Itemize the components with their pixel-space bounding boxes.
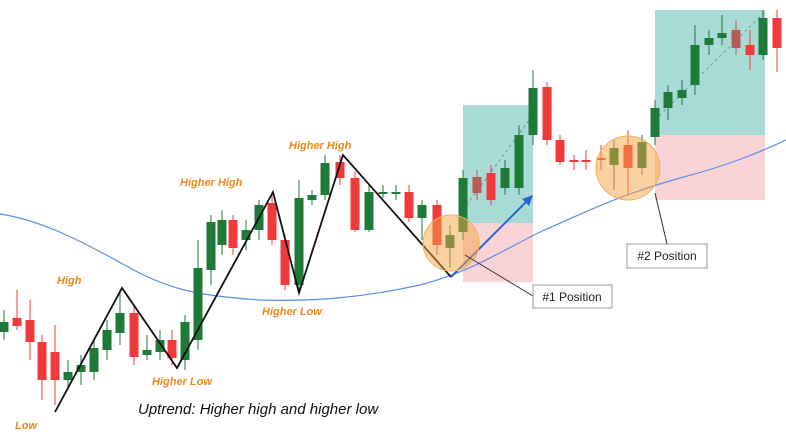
candle-body <box>193 268 203 340</box>
candle-body <box>76 365 86 372</box>
candle-body <box>514 135 524 188</box>
candle-body <box>364 192 374 230</box>
candle-body <box>378 192 388 194</box>
candle-body <box>704 38 714 45</box>
candle-body <box>772 18 782 48</box>
callout-line <box>464 254 534 297</box>
candle-body <box>745 45 755 55</box>
callout-box <box>532 284 613 309</box>
candle-body <box>142 350 152 355</box>
candle-body <box>63 372 73 380</box>
callout-text: #2 Position <box>637 249 696 263</box>
candle-body <box>690 45 700 85</box>
candle-body <box>280 240 290 285</box>
candle-body <box>677 90 687 98</box>
candle-body <box>89 348 99 372</box>
swing-label: Low <box>15 420 38 432</box>
stop-zone <box>655 135 765 200</box>
dashed-line <box>462 114 534 211</box>
swing-label: Higher Low <box>152 376 213 388</box>
callout-line <box>654 192 668 245</box>
candle-body <box>129 313 139 357</box>
candle-body <box>663 92 673 108</box>
candle-body <box>542 87 552 140</box>
caption: Uptrend: Higher high and higher low <box>138 401 379 418</box>
candle-body <box>335 162 345 178</box>
candle-body <box>180 322 190 360</box>
candle-body <box>294 198 304 285</box>
swing-label: Higher Low <box>262 306 323 318</box>
target-zone <box>655 10 765 135</box>
candle-body <box>717 33 727 38</box>
candle-body <box>0 322 9 332</box>
candle-body <box>12 318 22 326</box>
candle-body <box>50 352 60 380</box>
candle-body <box>102 330 112 350</box>
candle-body <box>500 168 510 188</box>
candle-body <box>241 230 251 240</box>
candle-body <box>458 178 468 232</box>
candle-body <box>320 163 330 195</box>
candle-body <box>650 108 660 137</box>
callout-text: #1 Position <box>542 290 601 304</box>
candle-body <box>267 203 277 240</box>
arrow-head <box>522 195 533 206</box>
candle-body <box>206 222 216 270</box>
callout-box <box>626 243 708 269</box>
candle-body <box>391 192 401 194</box>
candle-body <box>350 178 360 230</box>
candle-body <box>217 220 227 245</box>
swing-label: Higher High <box>180 177 243 189</box>
candle-body <box>486 173 496 200</box>
dashed-line <box>654 11 766 121</box>
candle-body <box>581 160 591 162</box>
candle-body <box>528 88 538 135</box>
candle-body <box>167 340 177 358</box>
candle-body <box>307 195 317 200</box>
candle-body <box>155 340 165 352</box>
candle-body <box>472 177 482 193</box>
candle-body <box>417 205 427 218</box>
candle-body <box>758 18 768 55</box>
candle-body <box>25 320 35 342</box>
zigzag <box>54 153 452 413</box>
swing-label: Higher High <box>289 140 352 152</box>
candle-body <box>569 160 579 162</box>
candle-body <box>555 140 565 162</box>
candles <box>0 10 782 405</box>
candle-body <box>37 342 47 380</box>
candle-body <box>228 220 238 248</box>
entry-circle <box>422 214 480 272</box>
candle-body <box>404 192 414 218</box>
candle-body <box>115 313 125 333</box>
moving-average <box>0 139 786 301</box>
swing-label: High <box>57 275 82 287</box>
candle-body <box>731 30 741 48</box>
entry-circle <box>595 135 661 201</box>
